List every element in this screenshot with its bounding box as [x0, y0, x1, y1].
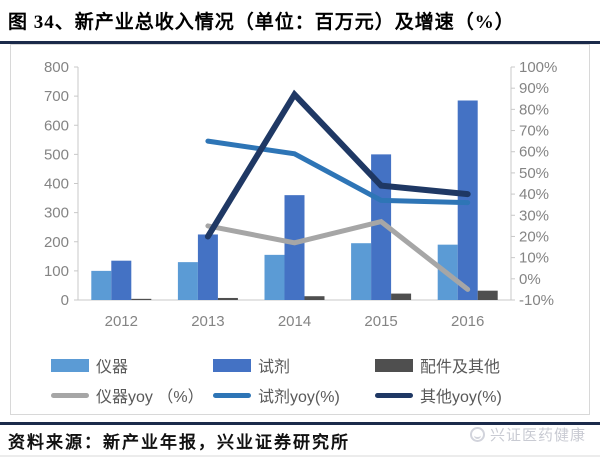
watermark: 兴证医药健康 [469, 424, 586, 445]
source-note: 资料来源：新产业年报，兴业证券研究所 [8, 433, 350, 452]
top-divider [0, 41, 600, 44]
svg-text:30%: 30% [519, 207, 549, 224]
svg-text:90%: 90% [519, 80, 549, 97]
svg-text:2012: 2012 [105, 313, 138, 330]
bottom-divider [0, 422, 600, 425]
svg-text:20%: 20% [519, 228, 549, 245]
svg-text:80%: 80% [519, 101, 549, 118]
svg-text:300: 300 [44, 205, 69, 222]
svg-text:40%: 40% [519, 186, 549, 203]
legend-label: 其他yoy(%) [420, 389, 502, 406]
chart-panel: 800 700 600 500 400 300 200 100 0 100% 90% 80% 70% 60… [10, 44, 590, 415]
others-yoy-swatch [375, 392, 413, 398]
watermark-text: 兴证医药健康 [489, 427, 586, 444]
legend-row-lines: 仪器yoy （%） 试剂yoy(%) 其他yoy(%) [11, 383, 589, 407]
legend-label: 试剂yoy(%) [258, 389, 340, 406]
svg-text:2016: 2016 [451, 313, 484, 330]
reagents-swatch [213, 358, 251, 372]
svg-text:-10%: -10% [519, 292, 554, 309]
svg-text:500: 500 [44, 146, 69, 163]
legend-item-instruments-yoy: 仪器yoy （%） [51, 383, 213, 407]
svg-text:50%: 50% [519, 165, 549, 182]
reagents-yoy-swatch [213, 392, 251, 398]
svg-text:0: 0 [61, 292, 69, 309]
watermark-logo-icon [469, 427, 485, 442]
svg-text:60%: 60% [519, 144, 549, 161]
svg-text:70%: 70% [519, 123, 549, 140]
revenue-growth-chart: 800 700 600 500 400 300 200 100 0 100% 90% 80% 70% 60… [44, 59, 557, 330]
svg-text:0%: 0% [519, 271, 541, 288]
accessories-swatch [375, 358, 413, 372]
instruments-swatch [51, 358, 89, 372]
svg-text:100: 100 [44, 263, 69, 280]
legend-item-reagents: 试剂 [213, 353, 375, 377]
svg-text:800: 800 [44, 59, 69, 76]
legend-item-reagents-yoy: 试剂yoy(%) [213, 383, 375, 407]
svg-text:400: 400 [44, 176, 69, 193]
instruments-yoy-swatch [51, 392, 89, 398]
svg-text:2013: 2013 [191, 313, 224, 330]
svg-text:2015: 2015 [364, 313, 397, 330]
legend-item-others-yoy: 其他yoy(%) [375, 383, 502, 407]
svg-text:2014: 2014 [278, 313, 311, 330]
legend-label: 仪器yoy （%） [96, 389, 204, 406]
svg-text:10%: 10% [519, 250, 549, 267]
legend-item-accessories: 配件及其他 [375, 353, 500, 377]
page-title: 图 34、新产业总收入情况（单位：百万元）及增速（%） [8, 12, 515, 33]
legend-label: 配件及其他 [420, 359, 501, 376]
legend-label: 试剂 [258, 359, 291, 376]
legend-item-instruments: 仪器 [51, 353, 213, 377]
legend-label: 仪器 [96, 359, 129, 376]
svg-text:100%: 100% [519, 59, 557, 76]
svg-text:600: 600 [44, 117, 69, 134]
svg-text:700: 700 [44, 88, 69, 105]
page-bottom-edge [0, 455, 600, 457]
svg-text:200: 200 [44, 234, 69, 251]
legend-row-bars: 仪器 试剂 配件及其他 [11, 353, 589, 377]
